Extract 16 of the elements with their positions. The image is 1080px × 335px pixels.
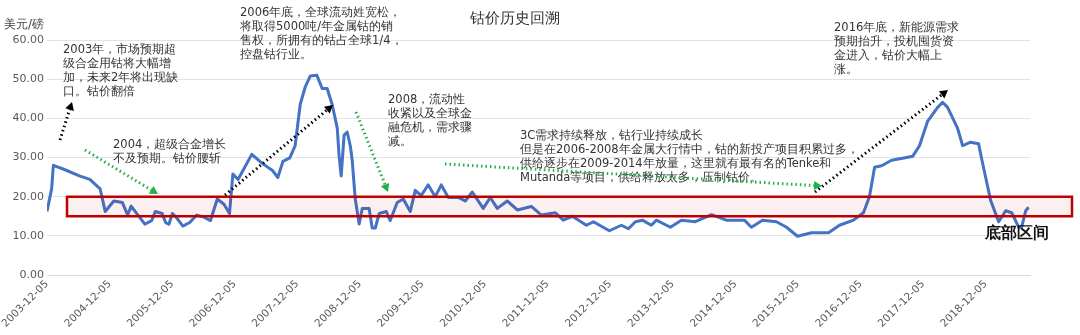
annotation: 3C需求持续释放，钴行业持续成长 [520,128,705,142]
y-tick-label: 40.00 [12,111,44,125]
y-tick-label: 60.00 [12,32,44,46]
annotation: 2004，超级合金增长不及预期。钴价腰斩 [113,137,228,165]
y-tick-label: 30.00 [12,150,44,164]
y-axis-title: 美元/磅 [4,16,45,33]
annotation: 2016年底，新能源需求预期抬升，投机囤货资金进入，钴价大幅上涨。 [834,20,961,76]
annotation: 2003年，市场预期超级合金用钴将大幅增加，未来2年将出现缺口。钴价翻倍 [63,42,180,98]
y-tick-label: 50.00 [12,72,44,86]
y-tick-label: 0.00 [19,267,44,281]
chart-title: 钴价历史回溯 [470,9,560,28]
y-tick-label: 10.00 [12,228,44,242]
annotation: 2008，流动性收紧以及全球金融危机，需求骤减。 [388,92,472,148]
annotation: 2006年底，全球流动姓宽松，将取得5000吨/年金属钴的销售权，所拥有的钴占全球1/4，控盘钴行业。 [240,5,404,61]
band-label: 底部区间 [984,223,1049,243]
y-tick-label: 20.00 [12,189,44,203]
